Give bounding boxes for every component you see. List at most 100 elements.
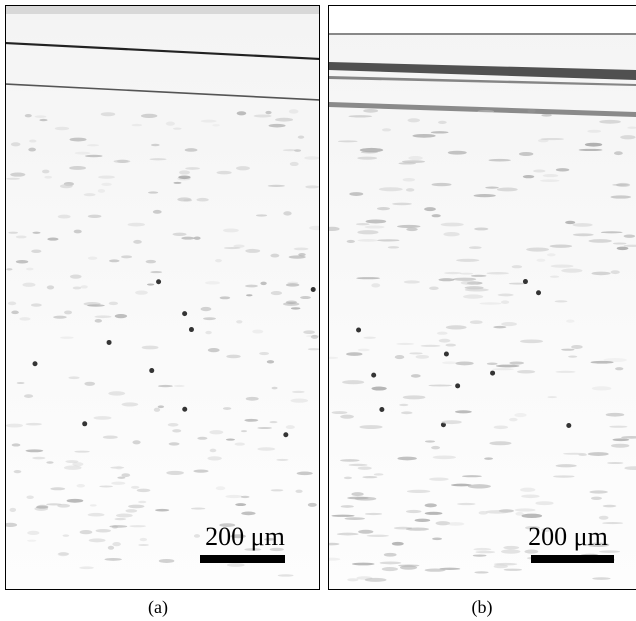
speckle xyxy=(566,423,572,429)
speckle xyxy=(113,159,131,163)
speckle xyxy=(83,193,96,197)
speckle xyxy=(69,274,82,279)
speckle xyxy=(614,151,623,156)
speckle xyxy=(88,538,106,543)
speckle xyxy=(461,475,482,478)
speckle xyxy=(609,425,628,428)
speckle xyxy=(27,530,40,536)
speckle xyxy=(485,510,510,514)
caption: (b) xyxy=(472,597,493,618)
speckle xyxy=(54,126,70,131)
speckle xyxy=(627,126,636,129)
speckle xyxy=(294,149,302,152)
speckle xyxy=(477,109,495,114)
speckle xyxy=(607,461,624,465)
speckle xyxy=(554,300,568,303)
speckle xyxy=(475,550,496,554)
speckle xyxy=(8,231,19,234)
speckle xyxy=(110,466,125,469)
speckle xyxy=(60,336,74,339)
speckle xyxy=(58,552,70,556)
speckle xyxy=(616,246,629,251)
speckle xyxy=(587,129,602,133)
speckle xyxy=(179,170,190,175)
speckle xyxy=(15,260,29,264)
speckle xyxy=(310,286,316,292)
speckle xyxy=(167,423,179,427)
speckle xyxy=(337,140,358,143)
speckle xyxy=(424,511,443,515)
speckle xyxy=(356,223,370,226)
speckle xyxy=(207,347,220,353)
speckle xyxy=(225,494,243,499)
speckle xyxy=(357,230,379,235)
speckle xyxy=(290,307,301,310)
speckle xyxy=(520,487,536,492)
speckle xyxy=(540,179,560,182)
speckle xyxy=(260,281,267,286)
speckle xyxy=(381,128,392,132)
speckle xyxy=(591,386,612,391)
speckle xyxy=(464,288,489,292)
speckle xyxy=(602,522,624,525)
speckle xyxy=(542,174,559,178)
speckle xyxy=(436,331,448,335)
speckle xyxy=(310,334,319,339)
speckle xyxy=(357,239,379,242)
speckle xyxy=(87,214,102,219)
speckle xyxy=(396,224,421,228)
caption: (a) xyxy=(148,597,168,618)
speckle xyxy=(270,291,283,296)
speckle xyxy=(193,469,209,473)
speckle xyxy=(424,503,437,508)
speckle xyxy=(269,421,278,424)
speckle xyxy=(94,315,112,319)
speckle xyxy=(193,534,201,538)
speckle xyxy=(527,108,536,113)
speckle xyxy=(485,186,499,189)
speckle xyxy=(6,522,18,528)
speckle xyxy=(68,376,80,380)
speckle xyxy=(69,165,87,170)
speckle xyxy=(452,277,477,281)
speckle xyxy=(377,239,400,242)
speckle xyxy=(364,577,387,582)
speckle xyxy=(84,381,96,386)
speckle xyxy=(474,227,489,231)
speckle xyxy=(155,508,170,512)
speckle xyxy=(16,381,25,384)
top-band xyxy=(6,6,319,14)
speckle xyxy=(623,244,636,248)
speckle xyxy=(445,325,467,330)
scale-label: 200 μm xyxy=(205,522,285,551)
speckle xyxy=(588,239,612,243)
speckle xyxy=(307,502,317,507)
speckle xyxy=(99,485,113,488)
surface-line xyxy=(6,83,319,101)
speckle xyxy=(32,231,41,234)
speckle xyxy=(492,368,514,371)
speckle xyxy=(141,345,159,350)
speckle xyxy=(488,158,511,162)
speckle xyxy=(612,183,630,186)
speckle xyxy=(500,300,510,304)
speckle xyxy=(428,384,452,387)
speckle xyxy=(399,565,418,570)
speckle xyxy=(104,557,122,561)
speckle xyxy=(519,339,544,344)
speckle xyxy=(277,574,294,577)
speckle xyxy=(572,233,594,237)
speckle xyxy=(340,459,360,462)
speckle xyxy=(402,395,426,400)
speckle xyxy=(366,534,390,538)
speckle xyxy=(515,511,524,516)
speckle xyxy=(223,246,241,250)
speckle xyxy=(586,542,610,547)
speckle xyxy=(181,236,195,240)
speckle xyxy=(446,522,465,526)
speckle xyxy=(98,175,115,179)
speckle xyxy=(39,118,48,122)
scale-bar xyxy=(531,555,614,563)
speckle xyxy=(305,185,319,189)
